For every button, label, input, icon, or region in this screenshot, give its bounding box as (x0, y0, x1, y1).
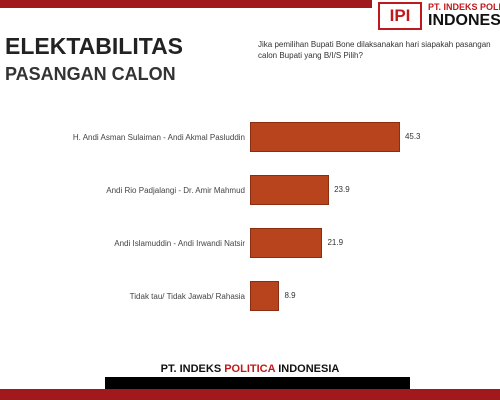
value-label: 45.3 (404, 132, 421, 141)
category-label: Andi Rio Padjalangi - Dr. Amir Mahmud (106, 185, 245, 195)
question: Jika pemilihan Bupati Bone dilaksanakan … (258, 40, 491, 60)
bottom-band (105, 377, 410, 389)
footer: PT. INDEKS POLITICA INDONESIA (0, 363, 500, 375)
subtitle: PASANGAN CALON (5, 64, 176, 84)
value-label: 21.9 (327, 238, 344, 247)
value-label: 23.9 (334, 185, 350, 194)
bar (250, 228, 323, 258)
bottom-band (0, 389, 500, 400)
footer-part: INDONESIA (275, 363, 340, 375)
title: ELEKTABILITAS (5, 33, 184, 59)
top-band (0, 0, 372, 8)
logo-icon: IPI (378, 2, 422, 30)
bar (250, 122, 400, 152)
category-label: Andi Islamuddin - Andi Irwandi Natsir (114, 238, 245, 248)
category-label: Tidak tau/ Tidak Jawab/ Rahasia (129, 291, 245, 301)
footer-part: PT. INDEKS (160, 363, 225, 375)
logo-line: PT. INDEKS POLI (428, 2, 500, 12)
category-label: H. Andi Asman Sulaiman - Andi Akmal Pasl… (72, 132, 245, 142)
bar (250, 175, 330, 205)
bar (250, 281, 280, 311)
footer-part: POLITICA (224, 363, 276, 375)
value-label: 8.9 (284, 291, 296, 300)
logo-line: INDONES (428, 12, 500, 29)
